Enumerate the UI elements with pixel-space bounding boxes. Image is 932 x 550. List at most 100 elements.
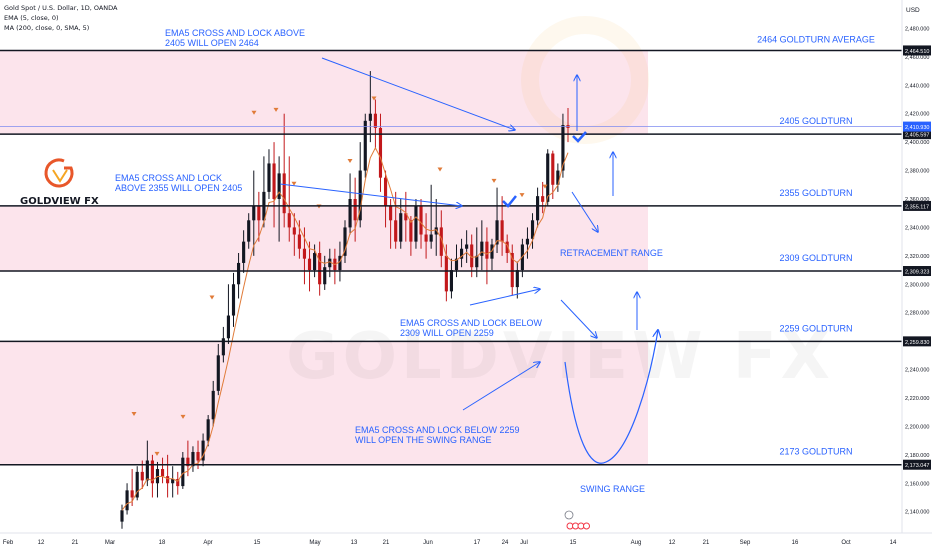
level-label: 2464 GOLDTURN AVERAGE: [757, 34, 875, 44]
x-tick-label: 21: [383, 540, 390, 546]
x-tick-label: 14: [890, 540, 897, 546]
y-tick-label: 2,380.000: [905, 169, 929, 175]
candle-body: [125, 490, 129, 511]
y-tick-label: 2,420.000: [905, 112, 929, 118]
candle-body: [414, 206, 418, 242]
annotation-2259-line: 2309 WILL OPEN 2259: [400, 328, 494, 338]
candle-body: [257, 206, 261, 221]
candle-body: [541, 196, 545, 202]
candle-body: [171, 478, 175, 484]
candle-body: [454, 258, 459, 271]
candle-body: [216, 355, 220, 391]
candle-body: [556, 170, 560, 185]
zone-2405-2464: [0, 50, 648, 135]
x-tick-label: 12: [38, 540, 45, 546]
candle-body: [247, 220, 251, 242]
x-tick-label: Feb: [3, 540, 14, 546]
pivot-marker: [371, 96, 377, 101]
level-price-badge: [903, 336, 931, 347]
candle-body: [536, 196, 540, 221]
candle-body: [368, 113, 372, 121]
candle-body: [500, 220, 504, 242]
level-label: 2355 GOLDTURN: [779, 188, 852, 198]
x-tick-label: Mar: [105, 540, 115, 546]
candle-body: [459, 248, 464, 259]
ema-indicator-label[interactable]: EMA (5, close, 0): [4, 14, 59, 22]
current-price-badge-text: 2,410.930: [905, 125, 929, 131]
ma-indicator-label[interactable]: MA (200, close, 0, SMA, 5): [4, 24, 90, 32]
candle-body: [530, 220, 535, 239]
candle-body: [145, 460, 149, 481]
candle-body: [206, 419, 210, 441]
candle-body: [495, 220, 499, 245]
level-price-badge-text: 2,173.047: [905, 463, 929, 469]
level-price-badge-text: 2,259.830: [905, 340, 929, 346]
annotation-retracement: RETRACEMENT RANGE: [560, 248, 663, 258]
candle-body: [480, 241, 484, 256]
candle-body: [226, 315, 231, 339]
candle-body: [318, 252, 322, 285]
candle-body: [176, 478, 180, 487]
logo-mark-v: [52, 169, 68, 183]
x-tick-label: Oct: [841, 540, 851, 546]
current-price-badge: [903, 121, 931, 132]
candle-body: [236, 262, 241, 285]
annotation-swing-line: EMA5 CROSS AND LOCK BELOW 2259: [355, 425, 520, 435]
candle-body: [242, 241, 246, 263]
candle-body: [510, 252, 514, 288]
candle-body: [449, 270, 454, 292]
candle-body: [546, 153, 550, 202]
y-tick-label: 2,400.000: [905, 140, 929, 146]
level-label: 2405 GOLDTURN: [779, 116, 852, 126]
candle-body: [313, 252, 317, 271]
candle-body: [196, 451, 200, 461]
candle-body: [465, 244, 469, 249]
x-tick-label: Jul: [520, 540, 528, 546]
y-tick-label: 2,460.000: [905, 55, 929, 61]
candle-body: [515, 270, 519, 288]
candle-body: [424, 234, 428, 242]
annotation-swing-line: WILL OPEN THE SWING RANGE: [355, 435, 492, 445]
candle-body: [211, 390, 215, 420]
pivot-marker: [491, 178, 497, 183]
candle-body: [160, 469, 165, 477]
candle-body: [485, 241, 489, 259]
pivot-marker: [437, 167, 443, 172]
event-icon: [564, 510, 574, 520]
candle-body: [186, 457, 190, 467]
candle-body: [444, 255, 448, 292]
level-price-badge-text: 2,355.117: [905, 204, 929, 210]
y-tick-label: 2,200.000: [905, 424, 929, 430]
x-tick-label: 15: [570, 540, 577, 546]
x-tick-label: Sep: [740, 540, 751, 546]
annotation-arrow: [469, 289, 540, 306]
annotation-swing-range: SWING RANGE: [580, 484, 645, 494]
ema5-line: [121, 146, 569, 511]
candle-body: [307, 258, 312, 271]
annotation-arrow: [279, 183, 462, 206]
candle-body: [353, 198, 357, 221]
annotation-arrow: [321, 57, 515, 130]
annotation-2464-line: 2405 WILL OPEN 2464: [165, 38, 259, 48]
candle-body: [221, 338, 225, 356]
annotation-2405-line: ABOVE 2355 WILL OPEN 2405: [115, 183, 242, 193]
pivot-marker: [180, 414, 186, 419]
level-label: 2259 GOLDTURN: [779, 323, 852, 333]
level-price-badge: [903, 200, 931, 211]
x-tick-label: 21: [703, 540, 710, 546]
y-tick-label: 2,140.000: [905, 510, 929, 516]
candle-body: [140, 471, 144, 481]
y-tick-label: 2,320.000: [905, 254, 929, 260]
pivot-marker: [251, 110, 257, 115]
y-tick-label: 2,480.000: [905, 26, 929, 32]
y-tick-label: 2,360.000: [905, 197, 929, 203]
y-tick-label: 2,220.000: [905, 396, 929, 402]
logo-mark: [44, 158, 74, 188]
level-price-badge: [903, 45, 931, 56]
candle-body: [120, 510, 124, 522]
level-price-badge: [903, 459, 931, 470]
